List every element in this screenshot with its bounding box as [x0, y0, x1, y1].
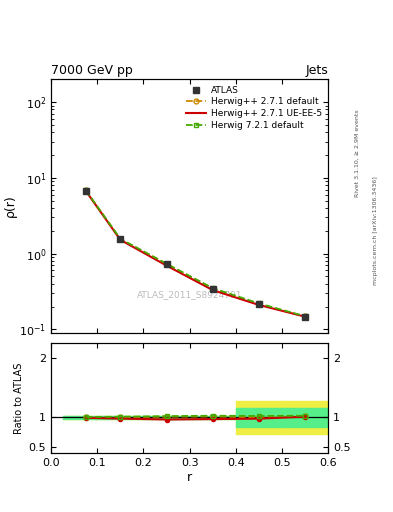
Text: Rivet 3.1.10, ≥ 2.9M events: Rivet 3.1.10, ≥ 2.9M events — [355, 110, 360, 198]
Legend: ATLAS, Herwig++ 2.7.1 default, Herwig++ 2.7.1 UE-EE-5, Herwig 7.2.1 default: ATLAS, Herwig++ 2.7.1 default, Herwig++ … — [183, 82, 325, 134]
X-axis label: r: r — [187, 471, 192, 484]
Y-axis label: ρ(r): ρ(r) — [4, 195, 17, 218]
Text: mcplots.cern.ch [arXiv:1306.3436]: mcplots.cern.ch [arXiv:1306.3436] — [373, 176, 378, 285]
Text: Jets: Jets — [305, 64, 328, 77]
Text: 7000 GeV pp: 7000 GeV pp — [51, 64, 133, 77]
Y-axis label: Ratio to ATLAS: Ratio to ATLAS — [15, 362, 24, 434]
Text: ATLAS_2011_S8924791: ATLAS_2011_S8924791 — [137, 290, 242, 300]
